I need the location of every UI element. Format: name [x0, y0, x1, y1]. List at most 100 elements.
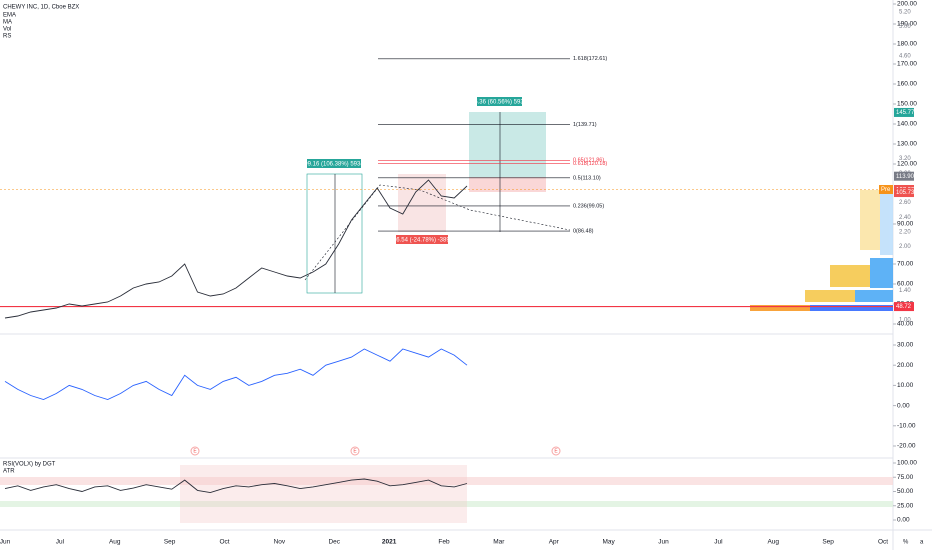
y2-tick-label: 5.00 — [899, 24, 911, 30]
x-tick-label: Oct — [219, 539, 229, 546]
price-label: 105.73 — [896, 190, 915, 196]
measure-label: -26.54 (-24.78%) -3894 — [391, 238, 454, 244]
y-tick-label: 0.00 — [897, 402, 910, 409]
y-tick-label: 70.00 — [897, 261, 914, 268]
price-line — [4, 179, 468, 319]
price-label-bg — [894, 302, 914, 312]
y-tick-label: 150.00 — [897, 101, 917, 108]
y-tick-label: 200.00 — [897, 1, 917, 8]
measure-label: 99.16 (106.38%) 5934 — [304, 162, 364, 168]
indicator-name: Vol — [3, 27, 11, 33]
vp-bar — [810, 305, 893, 311]
event-marker — [350, 446, 360, 456]
y-tick-label: 50.00 — [897, 488, 914, 495]
event-marker — [190, 446, 200, 456]
vp-bar — [860, 190, 880, 250]
vp-bar — [750, 305, 810, 311]
target-box — [469, 112, 546, 177]
trend-dashed — [304, 184, 571, 281]
price-tag-bg — [879, 185, 893, 194]
x-tick-label: Sep — [164, 539, 176, 546]
volume-profile — [750, 185, 893, 311]
fib-label: 0.65(121.86) — [573, 158, 604, 164]
price-label: 145.77 — [896, 110, 915, 116]
y2-tick-label: 1.40 — [899, 288, 911, 294]
y-tick-label: 60.00 — [897, 281, 914, 288]
y-tick-label: -20.00 — [897, 443, 916, 450]
stop-box — [469, 177, 546, 192]
x-tick-label: Jun — [0, 539, 11, 546]
rsi-lower-band — [0, 501, 893, 507]
event-marker — [551, 446, 561, 456]
x-tick-label: Aug — [767, 539, 779, 546]
scale-button[interactable]: % — [903, 540, 909, 546]
y2-tick-label: 1.00 — [899, 318, 911, 324]
price-tag: Pre — [881, 187, 891, 193]
measure-label-bg — [307, 159, 361, 168]
fib-label: 0.236(99.05) — [573, 203, 604, 209]
y2-tick-label: 3.20 — [899, 156, 911, 162]
events: E E E — [190, 446, 561, 456]
fib-label: 0.5(113.10) — [573, 175, 601, 181]
vp-bar — [870, 258, 893, 288]
fib-label: 1(139.71) — [573, 122, 597, 128]
x-tick-label: Dec — [328, 539, 340, 546]
price-line — [4, 478, 468, 494]
measure-box — [398, 174, 446, 232]
event-label: E — [353, 448, 357, 454]
x-tick-label: Feb — [438, 539, 450, 546]
y-tick-label: 180.00 — [897, 41, 917, 48]
fib-label: 0.618(120.18) — [573, 161, 607, 167]
x-tick-label: Jun — [658, 539, 669, 546]
y-tick-label: 170.00 — [897, 61, 917, 68]
x-tick-label: Apr — [549, 539, 560, 546]
price-label-bg — [894, 107, 914, 117]
x-tick-label: Oct — [878, 539, 888, 546]
y-tick-label: 20.00 — [897, 362, 914, 369]
y-tick-label: -10.00 — [897, 423, 916, 430]
indicator-name: RSI(VOLX) by DGT — [3, 462, 56, 468]
y-tick-label: 90.00 — [897, 221, 914, 228]
y-tick-label: 30.00 — [897, 342, 914, 349]
vp-bar — [880, 185, 893, 255]
x-tick-label: 2021 — [382, 539, 397, 546]
measure-label-bg — [396, 235, 448, 244]
rsi-highlight — [180, 465, 467, 523]
y2-tick-label: 4.60 — [899, 54, 911, 60]
y2-tick-label: 5.20 — [899, 10, 911, 16]
measure-label-bg — [477, 97, 522, 106]
y-tick-label: 100.00 — [897, 460, 917, 467]
fib-label: 0(86.48) — [573, 228, 594, 234]
vp-bar — [830, 265, 870, 287]
vp-bar — [855, 290, 893, 302]
price-label: 113.90 — [896, 174, 915, 180]
x-tick-label: Sep — [822, 539, 834, 546]
event-label: E — [554, 448, 558, 454]
measure-box — [306, 173, 363, 294]
y-tick-label: 25.00 — [897, 502, 914, 509]
y-tick-label: 120.00 — [897, 161, 917, 168]
indicator-name: MA — [3, 20, 12, 26]
x-tick-label: Aug — [109, 539, 121, 546]
x-tick-label: Nov — [274, 539, 286, 546]
indicator-name: EMA — [3, 13, 16, 19]
rsi-upper-band — [0, 477, 893, 485]
indicator-name: RS — [3, 34, 11, 40]
price-label-bg — [894, 171, 914, 181]
y-tick-label: 75.00 — [897, 474, 914, 481]
indicator-name: ATR — [3, 469, 15, 475]
vp-bar — [805, 290, 855, 302]
y-tick-label: 140.00 — [897, 121, 917, 128]
y-tick-label: 160.00 — [897, 81, 917, 88]
y-tick-label: 190.00 — [897, 21, 917, 28]
price-label: 48.72 — [896, 304, 912, 310]
y-tick-label: 130.00 — [897, 141, 917, 148]
price-label-bg — [894, 188, 914, 198]
y2-tick-label: 2.60 — [899, 200, 911, 206]
x-tick-label: Jul — [714, 539, 723, 546]
x-tick-label: Mar — [493, 539, 505, 546]
scale-button[interactable]: a — [920, 540, 924, 546]
x-tick-label: May — [602, 539, 615, 546]
measure-label: 55.36 (60.56%) 5936 — [471, 100, 528, 106]
